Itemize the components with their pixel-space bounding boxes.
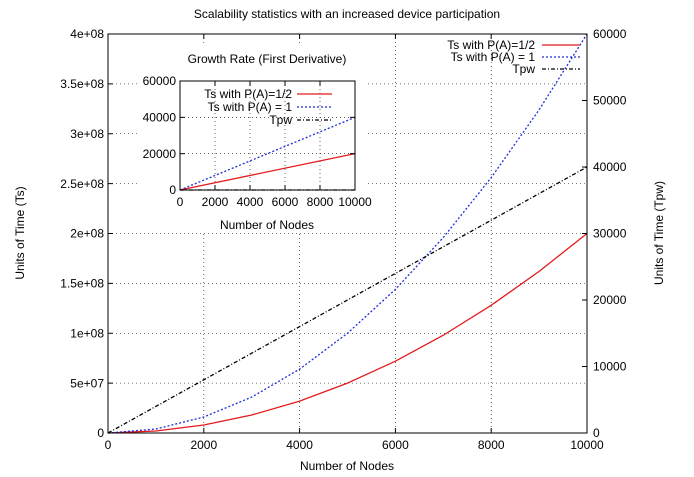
- main-y-tick-label: 4e+08: [70, 27, 104, 41]
- main-y-tick-label: 1e+08: [70, 326, 104, 340]
- main-x-tick-label: 4000: [286, 438, 313, 452]
- main-y2-axis-label: Units of Time (Tpw): [652, 181, 666, 285]
- main-series-line-3: [107, 166, 588, 434]
- inset-x-tick-label: 10000: [338, 195, 372, 209]
- inset-x-tick-label: 4000: [237, 195, 264, 209]
- main-y-tick-label: 5e+07: [70, 376, 104, 390]
- inset-y-tick-label: 20000: [143, 147, 177, 161]
- main-legend-label: Ts with P(A) = 1: [451, 50, 536, 64]
- inset-legend-label: Ts with P(A) = 1: [208, 100, 293, 114]
- inset-y-tick-label: 40000: [143, 111, 177, 125]
- main-x-tick-label: 6000: [382, 438, 409, 452]
- inset-backdrop: [140, 46, 368, 232]
- main-series-line-2: [107, 33, 588, 434]
- main-title: Scalability statistics with an increased…: [194, 7, 500, 21]
- main-x-axis-label: Number of Nodes: [300, 459, 394, 473]
- main-series-line-1: [107, 232, 588, 434]
- main-legend-label: Tpw: [512, 62, 535, 76]
- main-x-tick-label: 0: [105, 438, 112, 452]
- main-x-tick-label: 8000: [478, 438, 505, 452]
- main-y2-tick-label: 40000: [593, 160, 627, 174]
- inset-legend-label: Ts with P(A)=1/2: [204, 87, 292, 101]
- inset-x-tick-label: 2000: [202, 195, 229, 209]
- inset-plot-frame: [179, 80, 356, 191]
- main-y-tick-label: 3.5e+08: [60, 77, 104, 91]
- main-y-tick-label: 1.5e+08: [60, 277, 104, 291]
- inset-ticks: 0 2000 4000 6000 8000 10000 0 20000 40000 60000: [143, 74, 372, 209]
- inset-x-tick-label: 8000: [307, 195, 334, 209]
- inset-x-tick-label: 0: [177, 195, 184, 209]
- main-y2-tick-label: 20000: [593, 293, 627, 307]
- main-y-tick-label: 3e+08: [70, 127, 104, 141]
- main-x-tick-label: 2000: [190, 438, 217, 452]
- main-y2-tick-label: 10000: [593, 360, 627, 374]
- main-y-tick-label: 2.5e+08: [60, 177, 104, 191]
- inset-x-tick-label: 6000: [272, 195, 299, 209]
- main-y2-tick-label: 60000: [593, 27, 627, 41]
- main-series-group: [107, 33, 588, 434]
- inset-series-line-2: [179, 116, 356, 191]
- main-y2-tick-label: 0: [593, 426, 600, 440]
- inset-title: Growth Rate (First Derivative): [188, 52, 347, 66]
- main-grid: [108, 34, 587, 433]
- main-y-axis-label: Units of Time (Ts): [13, 186, 27, 279]
- inset-legend-label: Tpw: [269, 113, 292, 127]
- main-ticks: 0 2000 4000 6000 8000 1000005e+071e+081.5e+08…: [60, 27, 626, 452]
- inset-x-axis-label: Number of Nodes: [220, 218, 314, 232]
- inset-series-line-1: [179, 153, 356, 191]
- main-y2-tick-label: 50000: [593, 94, 627, 108]
- main-x-tick-label: 10000: [570, 438, 604, 452]
- inset-y-tick-label: 60000: [143, 74, 177, 88]
- main-legend-label: Ts with P(A)=1/2: [447, 38, 535, 52]
- main-y-tick-label: 2e+08: [70, 227, 104, 241]
- inset-y-tick-label: 0: [169, 183, 176, 197]
- main-y-tick-label: 0: [97, 426, 104, 440]
- main-y2-tick-label: 30000: [593, 227, 627, 241]
